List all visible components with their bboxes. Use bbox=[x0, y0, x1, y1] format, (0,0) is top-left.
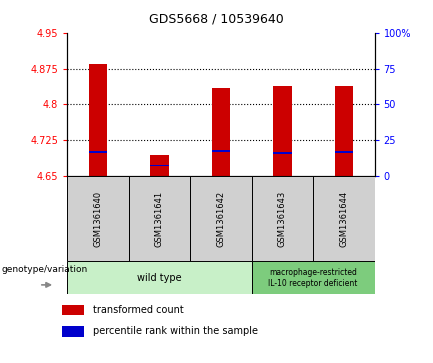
Bar bbox=[313, 176, 375, 261]
Bar bbox=[252, 176, 313, 261]
Text: GSM1361642: GSM1361642 bbox=[216, 191, 225, 247]
Bar bbox=[190, 176, 252, 261]
Bar bbox=[129, 176, 190, 261]
Text: GDS5668 / 10539640: GDS5668 / 10539640 bbox=[149, 13, 284, 26]
Bar bbox=[273, 86, 291, 176]
Bar bbox=[212, 87, 230, 176]
Bar bbox=[150, 155, 168, 176]
Text: macrophage-restricted
IL-10 receptor deficient: macrophage-restricted IL-10 receptor def… bbox=[268, 268, 358, 288]
Text: genotype/variation: genotype/variation bbox=[1, 265, 87, 274]
Bar bbox=[61, 305, 84, 315]
Text: wild type: wild type bbox=[137, 273, 182, 283]
Text: transformed count: transformed count bbox=[93, 305, 184, 315]
Text: percentile rank within the sample: percentile rank within the sample bbox=[93, 326, 258, 336]
Text: GSM1361644: GSM1361644 bbox=[339, 191, 348, 247]
Bar bbox=[212, 150, 230, 152]
Bar bbox=[335, 86, 353, 176]
Text: GSM1361641: GSM1361641 bbox=[155, 191, 164, 247]
Bar bbox=[273, 152, 291, 154]
Bar bbox=[89, 151, 107, 153]
Text: GSM1361643: GSM1361643 bbox=[278, 191, 287, 247]
Bar bbox=[89, 64, 107, 176]
Bar bbox=[61, 326, 84, 337]
Bar bbox=[67, 176, 129, 261]
Text: GSM1361640: GSM1361640 bbox=[94, 191, 102, 247]
Bar bbox=[67, 261, 252, 294]
Bar bbox=[150, 164, 168, 167]
Bar bbox=[252, 261, 375, 294]
Bar bbox=[335, 151, 353, 153]
